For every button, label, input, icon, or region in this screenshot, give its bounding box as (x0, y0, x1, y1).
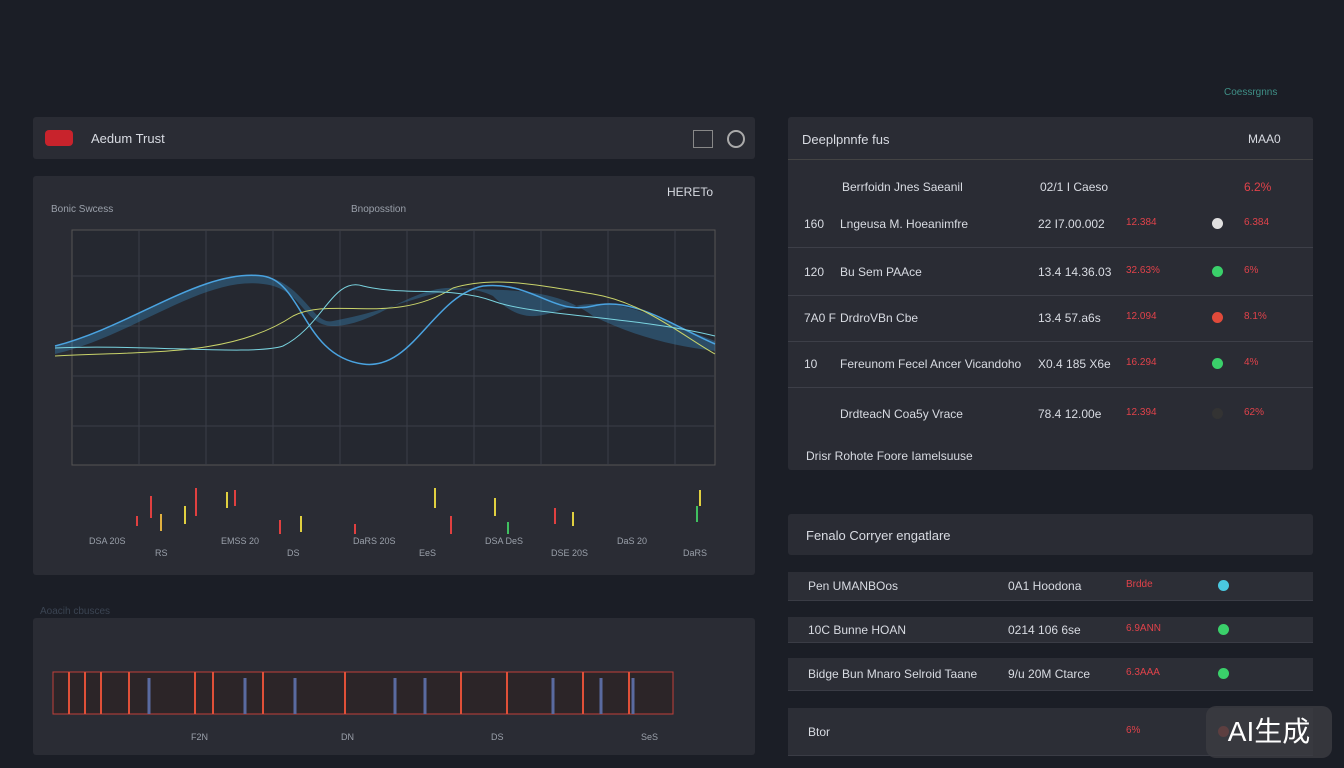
x-tick-label: DN (341, 732, 354, 742)
table2-row: Pen UMANBOos 0A1 Hoodona Brdde (788, 572, 1313, 601)
row-date: 9/u 20M Ctarce (1008, 667, 1091, 681)
row-value: 6.3AAA (1126, 667, 1160, 678)
x-tick-label: DS (287, 548, 300, 558)
row-date: 13.4 14.36.03 (1038, 265, 1112, 279)
row-change: 8.1% (1244, 311, 1267, 322)
x-tick-label: EeS (419, 548, 437, 558)
x-tick-label: DSA 20S (89, 536, 126, 546)
table2-row: 10C Bunne HOAN 0214 106 6se 6.9ANN (788, 617, 1313, 643)
x-tick-label: DSA DeS (485, 536, 524, 546)
lower-panel: F2N DN DS SeS (33, 618, 755, 755)
x-tick-label: F2N (191, 732, 209, 742)
table-title: Deeplpnnfe fus (802, 132, 890, 147)
plot-area (71, 229, 716, 466)
icon[interactable] (693, 130, 713, 148)
row-value: 12.094 (1126, 311, 1157, 322)
row-date: 0214 106 6se (1008, 623, 1081, 637)
row-value: 12.394 (1126, 407, 1157, 418)
grid (72, 230, 715, 465)
top-link[interactable]: Coessrgnns (1224, 87, 1278, 98)
watermark: AI生成 (1206, 706, 1332, 758)
table2-header: Fenalo Corryer engatlare (788, 514, 1313, 555)
row-date: 22 I7.00.002 (1038, 217, 1105, 231)
line (54, 274, 716, 366)
row-date: 0A1 Hoodona (1008, 579, 1082, 593)
spikes (136, 488, 701, 534)
row-value: Brdde (1126, 579, 1153, 590)
row-date: 13.4 57.a6s (1038, 311, 1101, 325)
row-id: 7A0 F (804, 311, 837, 325)
x-tick-label: DSE 20S (551, 548, 589, 558)
column-header: Berrfoidn Jnes Saeanil (842, 180, 963, 194)
status-dot (1212, 358, 1223, 369)
x-tick-label: SeS (641, 732, 659, 742)
section-label: Aoacih cbusces (40, 606, 111, 617)
row-name: Lngeusa M. Hoeanimfre (840, 217, 969, 231)
line (54, 284, 716, 351)
row-name: DrdroVBn Cbe (840, 311, 919, 325)
x-tick-label: DaRS (683, 548, 708, 558)
status-dot (1218, 624, 1229, 635)
table-panel: Deeplpnnfe fus MAA0 Berrfoidn Jnes Saean… (788, 117, 1313, 470)
panel-label: HERETo (667, 185, 714, 199)
status-dot (1212, 266, 1223, 277)
row-id: 120 (804, 265, 825, 279)
row-divider (788, 387, 1313, 388)
row-divider (788, 341, 1313, 342)
search-icon[interactable] (727, 130, 745, 148)
row-change: 62% (1244, 407, 1265, 418)
row-value: 12.384 (1126, 217, 1157, 228)
column-header: 6.2% (1244, 180, 1272, 194)
panel-label: Bonic Swcess (51, 204, 114, 215)
logo (45, 130, 73, 146)
x-tick-label: EMSS 20 (221, 536, 260, 546)
top-bar: Aedum Trust (33, 117, 755, 159)
row-id: 10 (804, 357, 818, 371)
chart-panel: Bonic Swcess Bnoposstion HERETo DSA 20S R… (33, 176, 755, 575)
line (54, 281, 716, 357)
x-tick-label: DaS 20 (617, 536, 648, 546)
strip-bars (68, 672, 630, 714)
table2-row: Bidge Bun Mnaro Selroid Taane 9/u 20M Cta… (788, 658, 1313, 691)
brand: Aedum Trust (91, 131, 165, 146)
status-dot (1212, 408, 1223, 419)
row-change: 4% (1244, 357, 1259, 368)
row-id: 160 (804, 217, 825, 231)
row-name: Bidge Bun Mnaro Selroid Taane (808, 667, 978, 681)
table-footer: Drisr Rohote Foore Iamelsuuse (806, 449, 973, 463)
row-date: X0.4 185 X6e (1038, 357, 1111, 371)
x-tick-label: DaRS 20S (353, 536, 396, 546)
row-change: 6% (1244, 265, 1259, 276)
table2-title: Fenalo Corryer engatlare (806, 528, 951, 543)
row-divider (788, 247, 1313, 248)
x-tick-label: DS (491, 732, 504, 742)
row-value: 16.294 (1126, 357, 1157, 368)
table-title-right: MAA0 (1248, 132, 1281, 146)
row-change: 6.384 (1244, 217, 1270, 228)
row-divider (788, 295, 1313, 296)
row-name: DrdteacN Coa5y Vrace (840, 407, 963, 421)
status-dot (1218, 580, 1229, 591)
row-value: 32.63% (1126, 265, 1160, 276)
panel-label: Bnoposstion (351, 204, 407, 215)
bar-strip (52, 671, 674, 715)
strip-frame (52, 671, 674, 715)
row-name: Bu Sem PAAce (840, 265, 922, 279)
row-name: Btor (808, 725, 831, 739)
status-dot (1212, 218, 1223, 229)
row-name: Fereunom Fecel Ancer Vicandoho (840, 357, 1022, 371)
status-dot (1212, 312, 1223, 323)
row-name: Pen UMANBOos (808, 579, 899, 593)
row-name: 10C Bunne HOAN (808, 623, 907, 637)
x-tick-label: RS (155, 548, 168, 558)
column-header: 02/1 I Caeso (1040, 180, 1109, 194)
chart (54, 229, 716, 534)
status-dot (1218, 668, 1229, 679)
row-value: 6.9ANN (1126, 623, 1162, 634)
strip-bars (147, 678, 635, 714)
row-date: 78.4 12.00e (1038, 407, 1102, 421)
row-value: 6% (1126, 725, 1141, 736)
